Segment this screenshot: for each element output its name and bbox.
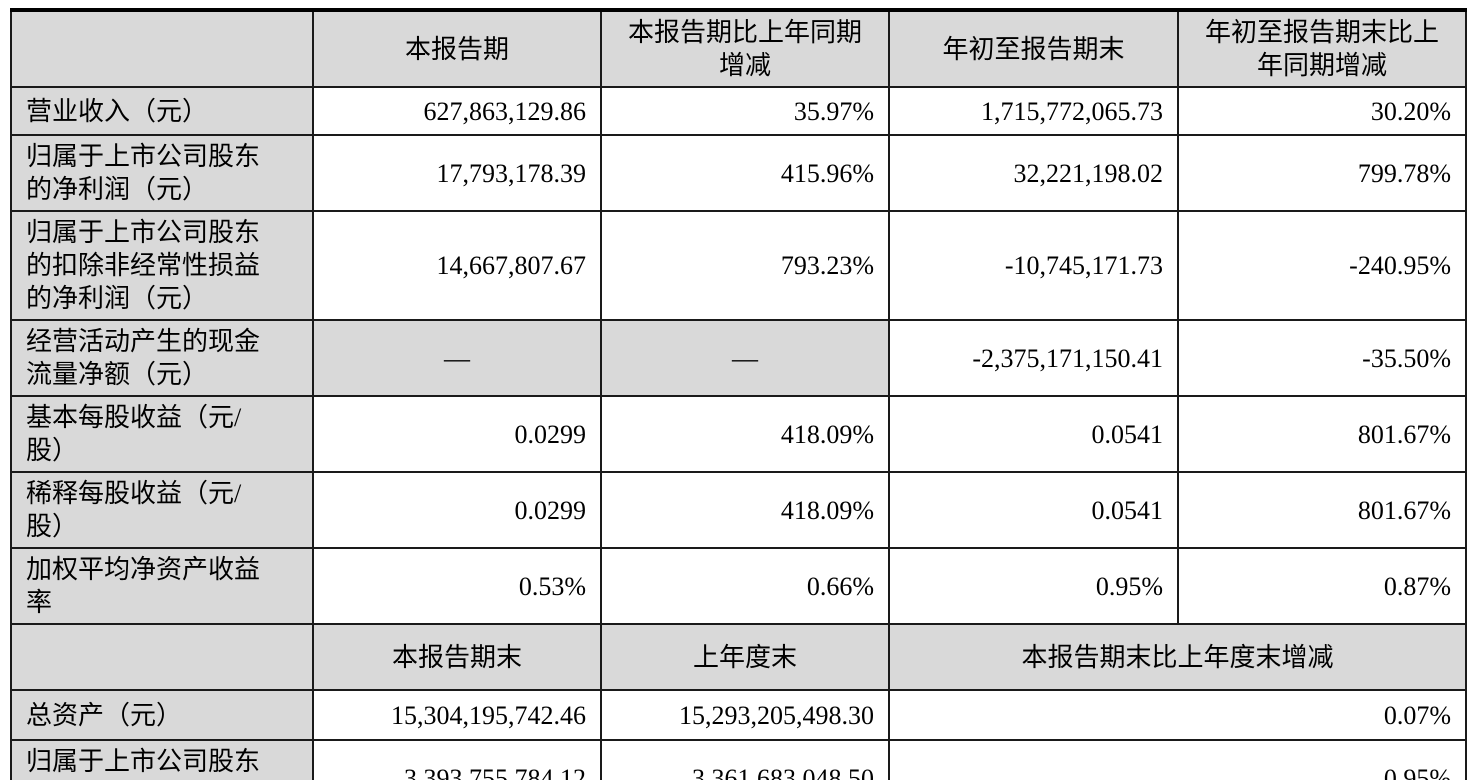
column-header-period-end: 本报告期末 xyxy=(312,623,602,691)
row-label-cell: 稀释每股收益（元/ 股） xyxy=(10,471,314,549)
table-row-diluted-eps: 稀释每股收益（元/ 股） 0.0299 418.09% 0.0541 801.6… xyxy=(10,471,1467,549)
value-cell: 15,304,195,742.46 xyxy=(312,689,602,741)
value-cell: 0.0299 xyxy=(312,471,602,549)
row-label-cell: 经营活动产生的现金 流量净额（元） xyxy=(10,319,314,397)
row-label-cell: 加权平均净资产收益 率 xyxy=(10,547,314,625)
section1-header-row: 本报告期 本报告期比上年同期 增减 年初至报告期末 年初至报告期末比上 年同期增… xyxy=(10,9,1467,88)
column-header-current-period-yoy: 本报告期比上年同期 增减 xyxy=(600,9,890,88)
value-cell: 0.0541 xyxy=(888,471,1179,549)
value-cell: 0.95% xyxy=(888,547,1179,625)
table-row-net-profit-excl-nonrecurring: 归属于上市公司股东 的扣除非经常性损益 的净利润（元） 14,667,807.6… xyxy=(10,210,1467,321)
value-cell: 3,393,755,784.12 xyxy=(312,739,602,780)
value-cell: 418.09% xyxy=(600,471,890,549)
dash-cell: — xyxy=(312,319,602,397)
value-cell: 0.87% xyxy=(1177,547,1467,625)
row-label-cell: 营业收入（元） xyxy=(10,86,314,136)
value-cell: 627,863,129.86 xyxy=(312,86,602,136)
value-cell: 0.07% xyxy=(888,689,1467,741)
row-label-cell: 总资产（元） xyxy=(10,689,314,741)
row-label-cell: 归属于上市公司股东 的扣除非经常性损益 的净利润（元） xyxy=(10,210,314,321)
table-row-total-assets: 总资产（元） 15,304,195,742.46 15,293,205,498.… xyxy=(10,689,1467,741)
table-row-net-profit: 归属于上市公司股东 的净利润（元） 17,793,178.39 415.96% … xyxy=(10,134,1467,212)
table-row-revenue: 营业收入（元） 627,863,129.86 35.97% 1,715,772,… xyxy=(10,86,1467,136)
column-header-period-end-vs-prior: 本报告期末比上年度末增减 xyxy=(888,623,1467,691)
row-label-cell: 基本每股收益（元/ 股） xyxy=(10,395,314,473)
section2-header-row: 本报告期末 上年度末 本报告期末比上年度末增减 xyxy=(10,623,1467,691)
value-cell: 3,361,683,048.50 xyxy=(600,739,890,780)
value-cell: 1,715,772,065.73 xyxy=(888,86,1179,136)
value-cell: 801.67% xyxy=(1177,471,1467,549)
value-cell: 32,221,198.02 xyxy=(888,134,1179,212)
corner-cell xyxy=(10,623,314,691)
dash-cell: — xyxy=(600,319,890,397)
column-header-prior-year-end: 上年度末 xyxy=(600,623,890,691)
table-row-weighted-avg-roe: 加权平均净资产收益 率 0.53% 0.66% 0.95% 0.87% xyxy=(10,547,1467,625)
value-cell: -240.95% xyxy=(1177,210,1467,321)
corner-cell xyxy=(10,9,314,88)
column-header-ytd: 年初至报告期末 xyxy=(888,9,1179,88)
table-row-equity: 归属于上市公司股东 的所有者权益（元） 3,393,755,784.12 3,3… xyxy=(10,739,1467,780)
value-cell: 801.67% xyxy=(1177,395,1467,473)
value-cell: -10,745,171.73 xyxy=(888,210,1179,321)
table-row-basic-eps: 基本每股收益（元/ 股） 0.0299 418.09% 0.0541 801.6… xyxy=(10,395,1467,473)
value-cell: 793.23% xyxy=(600,210,890,321)
value-cell: 0.53% xyxy=(312,547,602,625)
value-cell: 0.0541 xyxy=(888,395,1179,473)
value-cell: 0.66% xyxy=(600,547,890,625)
row-label-cell: 归属于上市公司股东 的所有者权益（元） xyxy=(10,739,314,780)
value-cell: 0.0299 xyxy=(312,395,602,473)
value-cell: 15,293,205,498.30 xyxy=(600,689,890,741)
row-label-cell: 归属于上市公司股东 的净利润（元） xyxy=(10,134,314,212)
value-cell: 415.96% xyxy=(600,134,890,212)
value-cell: 35.97% xyxy=(600,86,890,136)
column-header-ytd-yoy: 年初至报告期末比上 年同期增减 xyxy=(1177,9,1467,88)
value-cell: -35.50% xyxy=(1177,319,1467,397)
value-cell: 0.95% xyxy=(888,739,1467,780)
value-cell: -2,375,171,150.41 xyxy=(888,319,1179,397)
value-cell: 799.78% xyxy=(1177,134,1467,212)
table-row-operating-cash-flow: 经营活动产生的现金 流量净额（元） — — -2,375,171,150.41 … xyxy=(10,319,1467,397)
value-cell: 17,793,178.39 xyxy=(312,134,602,212)
financial-summary-table: 本报告期 本报告期比上年同期 增减 年初至报告期末 年初至报告期末比上 年同期增… xyxy=(10,8,1467,780)
value-cell: 418.09% xyxy=(600,395,890,473)
value-cell: 14,667,807.67 xyxy=(312,210,602,321)
column-header-current-period: 本报告期 xyxy=(312,9,602,88)
value-cell: 30.20% xyxy=(1177,86,1467,136)
